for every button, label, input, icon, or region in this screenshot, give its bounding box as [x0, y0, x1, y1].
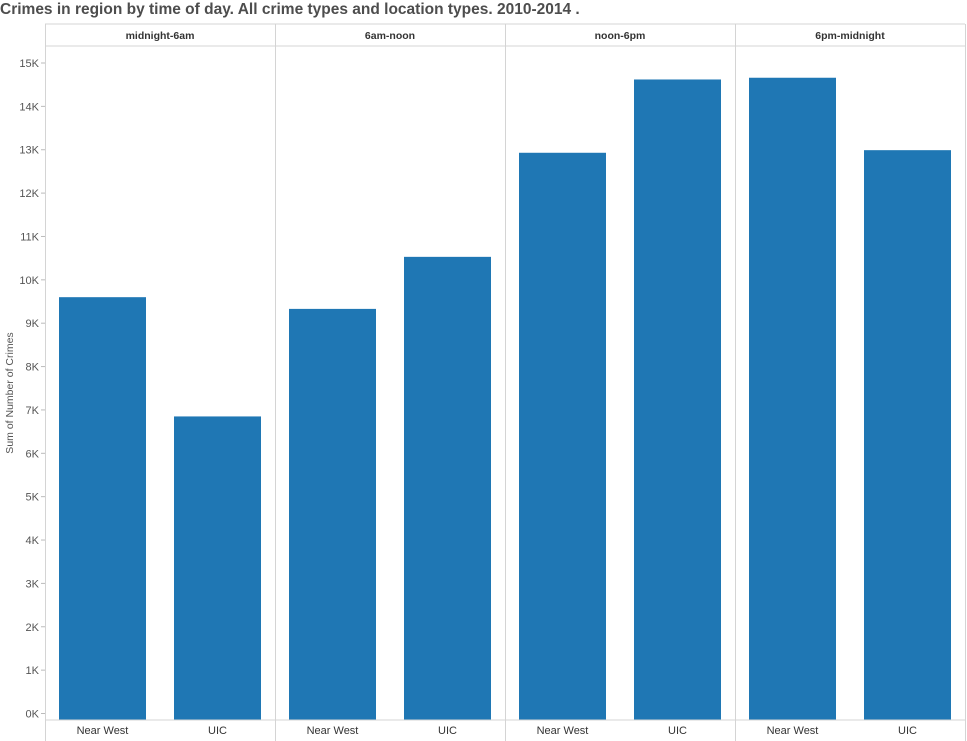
y-tick-label: 7K	[26, 405, 40, 417]
bar	[59, 297, 146, 720]
bar	[634, 79, 721, 720]
bar	[289, 308, 376, 720]
y-axis: 0K 1K 2K 3K 4K 5K 6K 7K 8K 9K 10K 11K 12K 13K 14K 15K Su…	[4, 58, 45, 721]
y-tick-label: 9K	[26, 318, 40, 330]
y-tick-label: 5K	[26, 492, 40, 504]
category-label: UIC	[668, 725, 687, 737]
y-tick-label: 15K	[19, 58, 39, 70]
bar	[749, 77, 836, 720]
bar	[404, 256, 491, 720]
y-tick-label: 13K	[19, 145, 39, 157]
category-label: Near West	[537, 725, 589, 737]
category-label: UIC	[438, 725, 457, 737]
panel-header-label: noon-6pm	[595, 30, 646, 42]
panel-header-label: midnight-6am	[126, 30, 195, 42]
bar	[519, 152, 606, 720]
y-tick-label: 8K	[26, 362, 40, 374]
bar	[174, 416, 261, 720]
y-tick-label: 6K	[26, 448, 40, 460]
y-tick-label: 1K	[26, 665, 40, 677]
y-tick-label: 0K	[26, 709, 40, 721]
chart-frame	[45, 23, 966, 741]
bars	[59, 77, 951, 720]
panel-header-label: 6am-noon	[365, 30, 415, 42]
bar	[864, 150, 951, 720]
y-tick-label: 12K	[19, 188, 39, 200]
y-tick-label: 11K	[20, 231, 39, 243]
category-label: Near West	[767, 725, 819, 737]
chart-title: Crimes in region by time of day. All cri…	[0, 1, 580, 18]
y-tick-label: 2K	[26, 622, 40, 634]
y-tick-label: 14K	[19, 101, 39, 113]
category-label: UIC	[208, 725, 227, 737]
y-tick-label: 3K	[26, 578, 40, 590]
y-tick-label: 10K	[19, 275, 39, 287]
category-label: UIC	[898, 725, 917, 737]
y-tick-label: 4K	[26, 535, 40, 547]
y-axis-title: Sum of Number of Crimes	[4, 332, 16, 453]
panel-header-label: 6pm-midnight	[815, 30, 885, 42]
labels: midnight-6am Near West UIC 6am-noon Near Wes…	[77, 30, 917, 737]
category-label: Near West	[307, 725, 359, 737]
category-label: Near West	[77, 725, 129, 737]
